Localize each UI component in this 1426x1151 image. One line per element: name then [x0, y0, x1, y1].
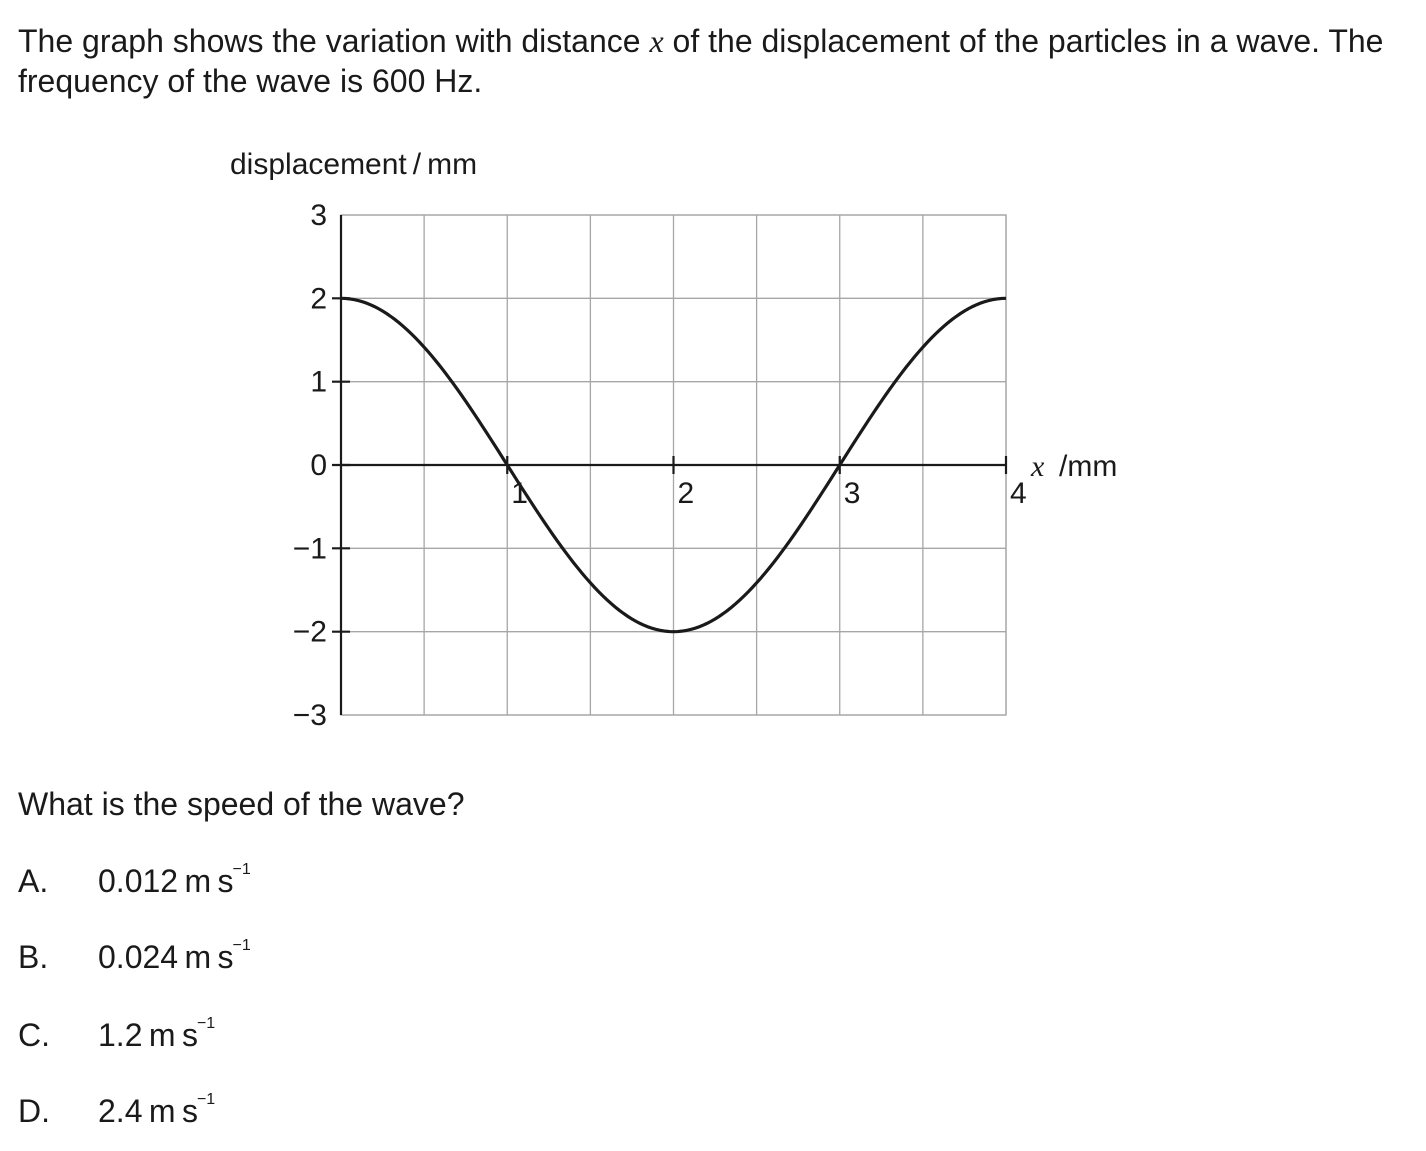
svg-text:1: 1 — [511, 477, 528, 510]
svg-text:3: 3 — [844, 477, 861, 510]
svg-text:x: x — [1030, 450, 1045, 483]
svg-text:−3: −3 — [293, 699, 327, 732]
svg-text:/mm: /mm — [1059, 450, 1117, 483]
svg-text:4: 4 — [1010, 477, 1027, 510]
svg-text:3: 3 — [310, 199, 327, 232]
svg-text:−1: −1 — [293, 532, 327, 565]
svg-text:0: 0 — [310, 449, 327, 482]
svg-text:2: 2 — [678, 477, 695, 510]
svg-text:−2: −2 — [293, 616, 327, 649]
svg-text:2: 2 — [310, 282, 327, 315]
svg-text:1: 1 — [310, 366, 327, 399]
